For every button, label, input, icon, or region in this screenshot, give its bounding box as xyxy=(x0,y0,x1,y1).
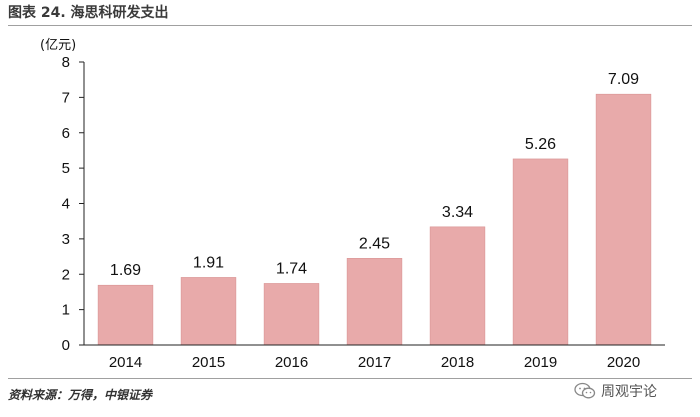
y-tick-label: 3 xyxy=(62,231,70,248)
watermark-text: 周观宇论 xyxy=(601,384,657,400)
y-tick-label: 1 xyxy=(62,302,70,319)
rd-expense-bar-chart: (亿元) 0 1 2 3 4 5 6 7 8 1.69 2014 1.91 2015 1.74 2016 2.… xyxy=(40,38,665,371)
y-tick-label: 6 xyxy=(62,125,70,142)
y-tick-label: 5 xyxy=(62,160,70,177)
source-note: 资料来源：万得，中银证券 xyxy=(8,388,153,402)
bar xyxy=(180,277,237,346)
x-tick-label: 2015 xyxy=(192,354,225,371)
bar xyxy=(429,226,486,346)
y-tick-label: 4 xyxy=(62,196,70,213)
y-axis-unit-label: (亿元) xyxy=(40,38,76,53)
data-label: 5.26 xyxy=(525,136,556,153)
data-label: 2.45 xyxy=(359,235,390,252)
x-tick-label: 2014 xyxy=(109,354,142,371)
footer-divider xyxy=(8,378,692,379)
y-tick-label: 8 xyxy=(62,54,70,71)
watermark: 周观宇论 xyxy=(574,381,657,401)
data-label: 7.09 xyxy=(608,71,639,88)
y-tick-label: 7 xyxy=(62,89,70,106)
bar xyxy=(512,158,569,346)
bar xyxy=(346,258,403,346)
y-tick-label: 2 xyxy=(62,266,70,283)
y-tick-label: 0 xyxy=(62,337,70,354)
data-label: 3.34 xyxy=(442,204,473,221)
x-tick-label: 2018 xyxy=(441,354,474,371)
data-label: 1.69 xyxy=(110,262,141,279)
bar xyxy=(263,283,320,346)
x-tick-label: 2017 xyxy=(358,354,391,371)
bar xyxy=(97,284,154,346)
figure-title: 图表 24. 海思科研发支出 xyxy=(8,5,169,21)
x-tick-label: 2020 xyxy=(607,354,640,371)
x-tick-label: 2019 xyxy=(524,354,557,371)
plot-area: 0 1 2 3 4 5 6 7 8 1.69 2014 1.91 2015 1.74 2016 2.45 201… xyxy=(62,54,665,371)
data-label: 1.91 xyxy=(193,254,224,271)
data-label: 1.74 xyxy=(276,260,307,277)
title-divider xyxy=(8,25,692,26)
x-tick-label: 2016 xyxy=(275,354,308,371)
bar xyxy=(595,93,652,346)
wechat-icon xyxy=(574,382,596,399)
